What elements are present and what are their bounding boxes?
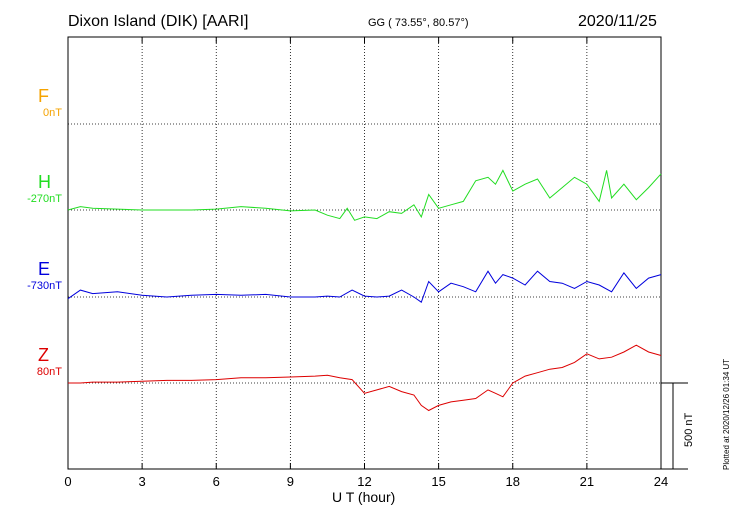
- component-label-z: Z: [38, 345, 49, 365]
- scale-bar: [661, 382, 688, 470]
- baseline-label-h: -270nT: [27, 193, 62, 205]
- series-lines: [67, 169, 662, 412]
- x-tick-label: 6: [212, 474, 220, 489]
- x-axis-label: U T (hour): [332, 489, 396, 505]
- x-tick-label: 21: [579, 474, 595, 489]
- component-label-e: E: [38, 259, 51, 279]
- grid-lines: [68, 37, 661, 469]
- date-label: 2020/11/25: [578, 13, 657, 30]
- x-tick-label: 24: [653, 474, 669, 489]
- geographic-coords: GG ( 73.55°, 80.57°): [368, 17, 469, 29]
- series-line-e: [67, 270, 662, 303]
- x-tick-label: 18: [505, 474, 520, 489]
- series-line-z: [68, 344, 662, 412]
- baseline-label-f: 0nT: [43, 107, 62, 119]
- x-tick-marks: [67, 37, 662, 469]
- x-tick-label: 9: [286, 474, 294, 489]
- x-tick-label: 0: [64, 474, 72, 489]
- baseline-label-z: 80nT: [36, 366, 62, 378]
- series-line-h: [67, 169, 662, 221]
- baseline-label-e: -730nT: [27, 280, 62, 292]
- plotted-timestamp: Plotted at 2020/12/26 01:34 UT: [722, 358, 730, 470]
- component-label-f: F: [38, 86, 49, 106]
- station-title: Dixon Island (DIK) [AARI]: [68, 13, 249, 30]
- x-tick-label: 15: [431, 474, 446, 489]
- x-tick-label: 3: [138, 474, 146, 489]
- component-label-h: H: [38, 172, 51, 192]
- x-tick-label: 12: [357, 474, 372, 489]
- scale-bar-label: 500 nT: [683, 412, 695, 447]
